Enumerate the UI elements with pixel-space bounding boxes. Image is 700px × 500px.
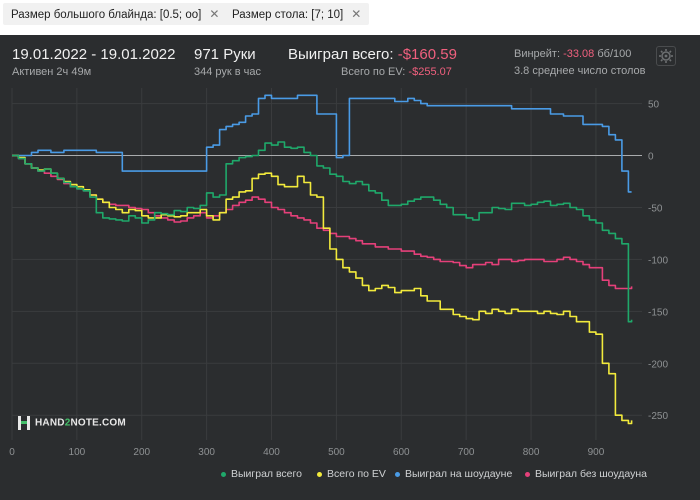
legend-dot — [317, 471, 322, 477]
x-tick-label: 700 — [458, 447, 475, 458]
logo-part3: NOTE.COM — [70, 417, 126, 429]
close-icon[interactable]: ✕ — [209, 7, 220, 21]
graph-panel: 19.01.2022 - 19.01.2022 Активен 2ч 49м 9… — [0, 35, 700, 500]
x-tick-label: 100 — [69, 447, 86, 458]
x-tick-label: 900 — [588, 447, 605, 458]
legend-item-non-showdown[interactable]: Выиграл без шоудауна — [525, 468, 647, 480]
ev-total: Всего по EV: -$255.07 — [341, 66, 452, 78]
y-tick-label: -150 — [648, 307, 668, 318]
series-ev-line — [12, 154, 633, 425]
avg-tables: 3.8 среднее число столов — [514, 65, 646, 77]
series-won-total-line — [12, 141, 633, 323]
hands-count: 971 Руки — [194, 46, 256, 63]
winrate-value: -33.08 — [563, 48, 595, 60]
x-tick-label: 500 — [328, 447, 345, 458]
won-total: Выиграл всего: -$160.59 — [288, 46, 457, 63]
series-non-showdown-line — [12, 154, 633, 290]
filter-chip-label: Размер большого блайнда: [0.5; oo] — [11, 9, 202, 21]
chart-ticks: 0 100 200 300 400 500 600 700 800 900500-50-100-1… — [9, 100, 668, 458]
settings-button[interactable] — [656, 46, 676, 66]
chart-series — [12, 94, 633, 425]
logo-part2: 2 — [64, 417, 71, 429]
legend-item-won-total[interactable]: Выиграл всего — [221, 468, 302, 480]
logo-part1: HAND — [35, 417, 65, 429]
legend-dot — [221, 471, 226, 477]
x-tick-label: 200 — [133, 447, 150, 458]
profit-chart: 0 100 200 300 400 500 600 700 800 900500-50-100-1… — [9, 88, 668, 458]
legend-dot — [525, 471, 530, 477]
winrate-label: Винрейт: — [514, 48, 561, 60]
legend-item-showdown[interactable]: Выиграл на шоудауне — [395, 468, 512, 480]
x-tick-label: 600 — [393, 447, 410, 458]
hand2note-logo-icon — [18, 416, 30, 430]
won-total-label: Выиграл всего: — [288, 46, 394, 63]
y-tick-label: -250 — [648, 411, 668, 422]
series-showdown-line — [12, 94, 632, 193]
y-tick-label: 0 — [648, 152, 654, 163]
y-tick-label: -200 — [648, 359, 668, 370]
x-tick-label: 400 — [263, 447, 280, 458]
legend-label: Выиграл всего — [231, 468, 302, 480]
legend-dot — [395, 471, 400, 477]
gear-icon — [659, 49, 673, 63]
hand2note-logo: HAND2NOTE.COM — [18, 416, 126, 430]
close-icon[interactable]: ✕ — [351, 7, 362, 21]
filter-chip-label: Размер стола: [7; 10] — [232, 9, 344, 21]
legend-label: Выиграл на шоудауне — [405, 468, 513, 480]
legend-item-ev[interactable]: Всего по EV — [317, 468, 386, 480]
won-total-value: -$160.59 — [397, 46, 457, 63]
x-tick-label: 300 — [198, 447, 215, 458]
filter-chip-big-blind[interactable]: Размер большого блайнда: [0.5; oo] ✕ — [3, 3, 228, 25]
y-tick-label: 50 — [648, 100, 660, 111]
ev-label: Всего по EV: — [341, 66, 406, 78]
date-range: 19.01.2022 - 19.01.2022 — [12, 46, 176, 63]
x-tick-label: 0 — [9, 447, 15, 458]
y-tick-label: -100 — [648, 255, 668, 266]
winrate: Винрейт: -33.08 бб/100 — [514, 48, 631, 60]
y-tick-label: -50 — [648, 203, 663, 214]
x-tick-label: 800 — [523, 447, 540, 458]
chart-grid — [11, 88, 642, 440]
legend-label: Всего по EV — [327, 468, 386, 480]
active-time: Активен 2ч 49м — [12, 66, 92, 78]
ev-value: -$255.07 — [408, 66, 452, 78]
filter-chip-table-size[interactable]: Размер стола: [7; 10] ✕ — [224, 3, 370, 25]
legend-label: Выиграл без шоудауна — [535, 468, 647, 480]
winrate-unit: бб/100 — [597, 48, 632, 60]
hands-per-hour: 344 рук в час — [194, 66, 262, 78]
filter-bar: Размер большого блайнда: [0.5; oo] ✕ Разм… — [0, 0, 700, 30]
